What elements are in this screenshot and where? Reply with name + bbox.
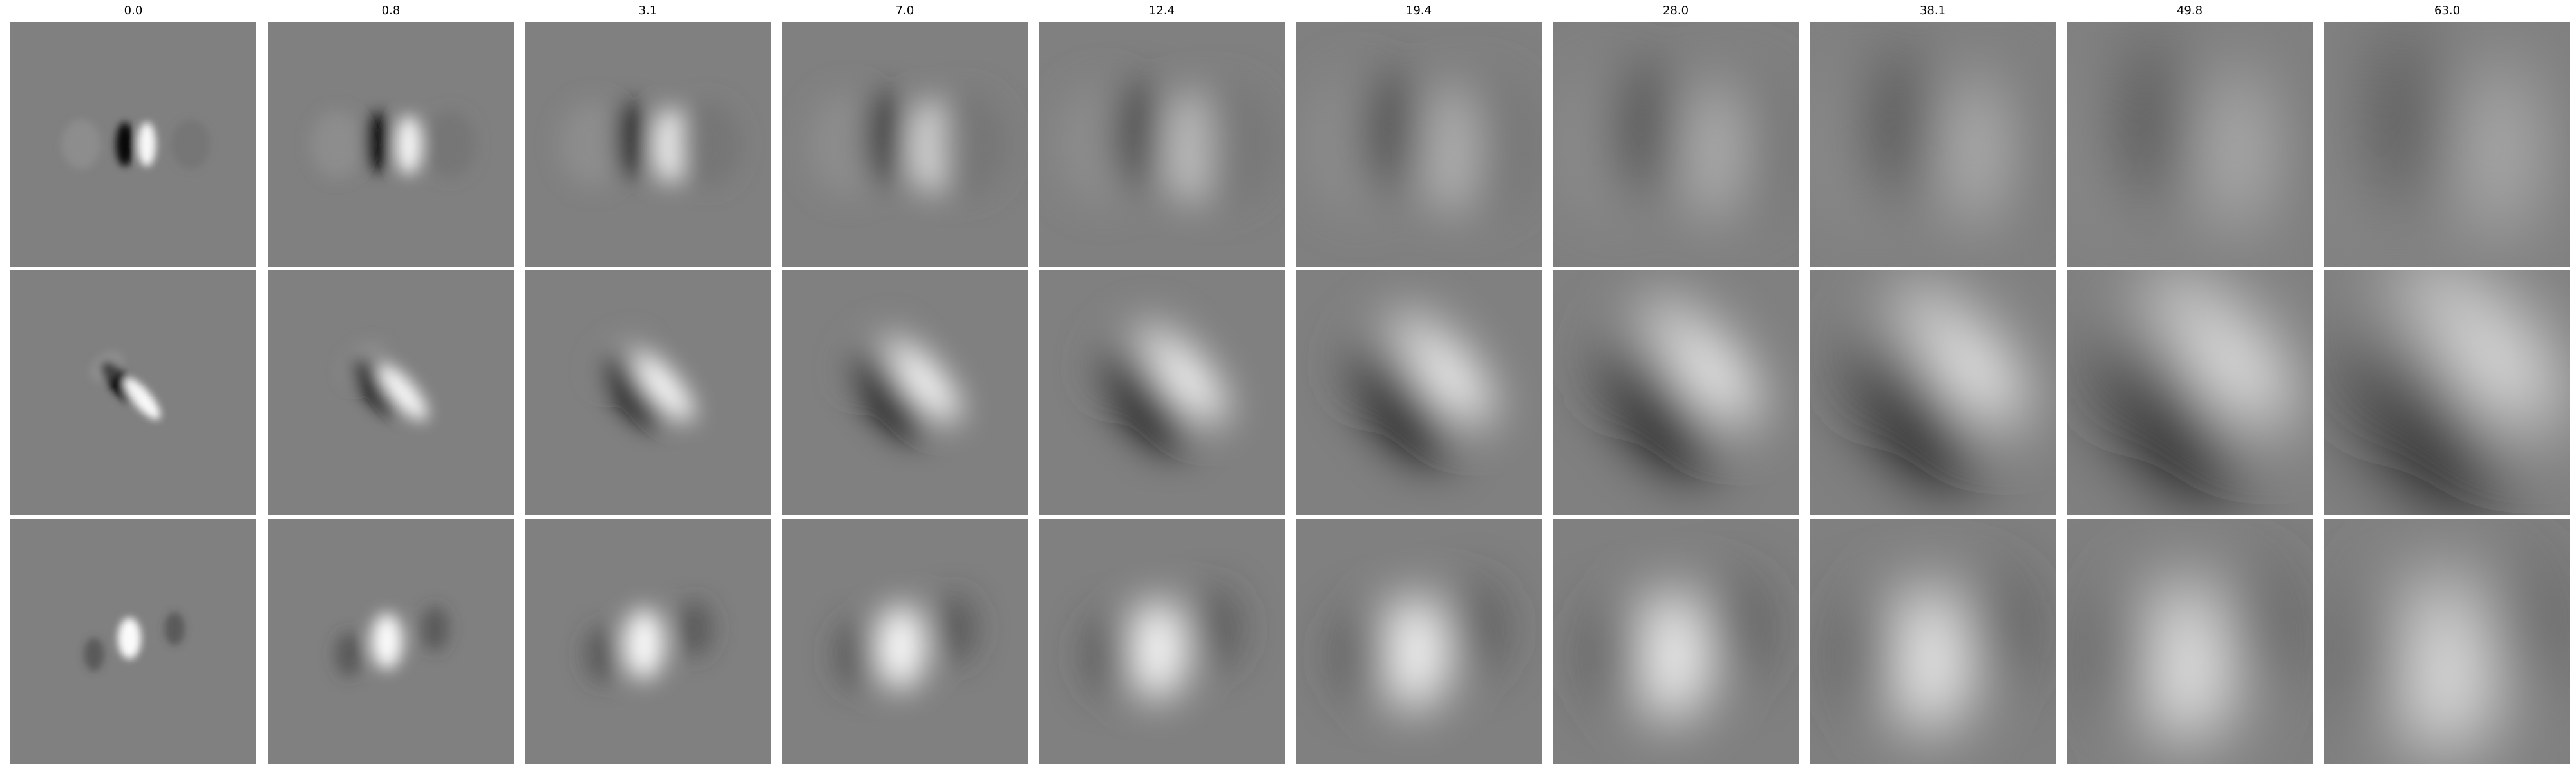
filter-panel [1553, 270, 1799, 515]
column-title: 19.4 [1405, 4, 1432, 17]
filter-panel [525, 519, 771, 764]
filter-panel [782, 270, 1028, 515]
filter-panel [1296, 270, 1542, 515]
column-title: 7.0 [895, 4, 914, 17]
column-title: 38.1 [1919, 4, 1946, 17]
filter-panel [1039, 519, 1285, 764]
filter-panel [1296, 519, 1542, 764]
filter-panel [1039, 22, 1285, 267]
filter-panel [268, 270, 514, 515]
filter-panel [268, 519, 514, 764]
filter-panel [10, 22, 256, 267]
column-title: 12.4 [1148, 4, 1175, 17]
filter-panel [2067, 519, 2313, 764]
filter-panel [1553, 22, 1799, 267]
filter-panel [1039, 270, 1285, 515]
filter-panel [2324, 519, 2570, 764]
filter-panel [1553, 519, 1799, 764]
filter-panel [10, 270, 256, 515]
filter-panel [782, 22, 1028, 267]
filter-panel [10, 519, 256, 764]
column-title: 3.1 [638, 4, 658, 17]
filter-panel [2067, 270, 2313, 515]
filter-panel [268, 22, 514, 267]
filter-panel [1810, 270, 2056, 515]
filter-panel [2324, 270, 2570, 515]
filter-panel [1810, 519, 2056, 764]
column-title: 63.0 [2434, 4, 2461, 17]
column-title: 0.0 [124, 4, 143, 17]
column-title: 49.8 [2176, 4, 2203, 17]
filter-panel [525, 270, 771, 515]
filter-panel [2067, 22, 2313, 267]
filter-panel [1810, 22, 2056, 267]
filter-panel [2324, 22, 2570, 267]
filter-panel [1296, 22, 1542, 267]
filter-panel [782, 519, 1028, 764]
column-title: 0.8 [381, 4, 401, 17]
filter-panel [525, 22, 771, 267]
column-title: 28.0 [1662, 4, 1689, 17]
